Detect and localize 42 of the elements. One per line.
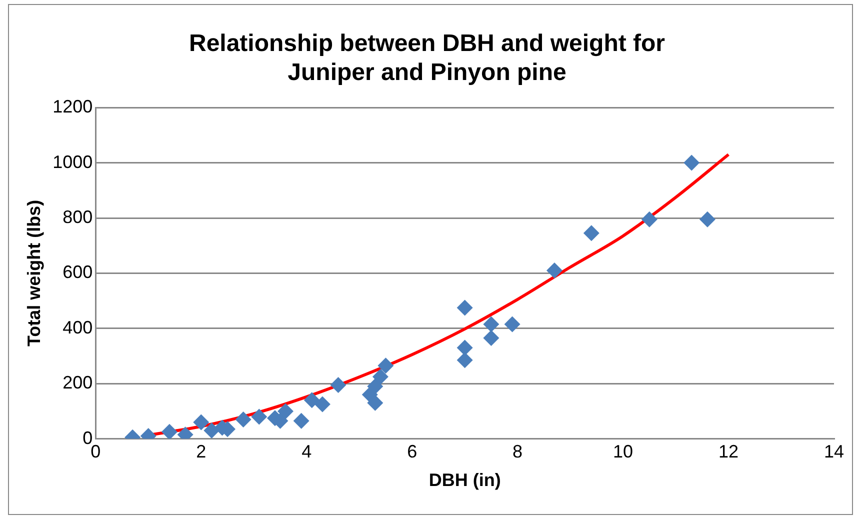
point bbox=[278, 403, 294, 420]
point bbox=[456, 340, 473, 356]
x-tick-label: 2 bbox=[196, 442, 206, 462]
x-axis-title: DBH (in) bbox=[428, 470, 501, 490]
point bbox=[372, 368, 388, 385]
point bbox=[378, 358, 394, 374]
point bbox=[504, 316, 520, 332]
point bbox=[251, 408, 268, 425]
point bbox=[546, 262, 562, 278]
point bbox=[684, 154, 700, 171]
point bbox=[161, 424, 178, 439]
point bbox=[193, 414, 210, 430]
point bbox=[314, 396, 330, 412]
point bbox=[235, 411, 252, 428]
y-tick-label: 200 bbox=[62, 372, 93, 393]
chart-title: Relationship between DBH and weight for Juniper and Pinyon pine bbox=[188, 30, 666, 86]
y-tick-label: 800 bbox=[62, 206, 93, 227]
point bbox=[641, 211, 658, 228]
point bbox=[367, 378, 384, 394]
y-tick-label: 1000 bbox=[52, 152, 93, 172]
point bbox=[483, 330, 500, 346]
point bbox=[483, 316, 500, 332]
point bbox=[293, 412, 310, 429]
x-tick-label: 10 bbox=[613, 442, 634, 462]
y-tick-label: 1200 bbox=[52, 96, 93, 117]
point bbox=[304, 392, 320, 408]
point bbox=[583, 225, 600, 242]
y-tick-label: 400 bbox=[62, 317, 93, 338]
y-tick-label: 600 bbox=[62, 262, 93, 282]
point bbox=[456, 352, 473, 368]
x-tick-label: 12 bbox=[718, 442, 739, 462]
y-tick-label: 0 bbox=[82, 428, 93, 448]
point bbox=[330, 376, 346, 393]
point bbox=[204, 422, 220, 439]
x-tick-label: 14 bbox=[824, 442, 844, 462]
y-axis-title: Total weight (lbs) bbox=[24, 200, 44, 347]
point bbox=[699, 211, 716, 228]
x-tick-label: 8 bbox=[512, 442, 523, 462]
x-tick-label: 6 bbox=[407, 442, 418, 462]
point bbox=[456, 300, 473, 316]
point bbox=[367, 394, 384, 411]
x-tick-label: 4 bbox=[302, 442, 312, 462]
